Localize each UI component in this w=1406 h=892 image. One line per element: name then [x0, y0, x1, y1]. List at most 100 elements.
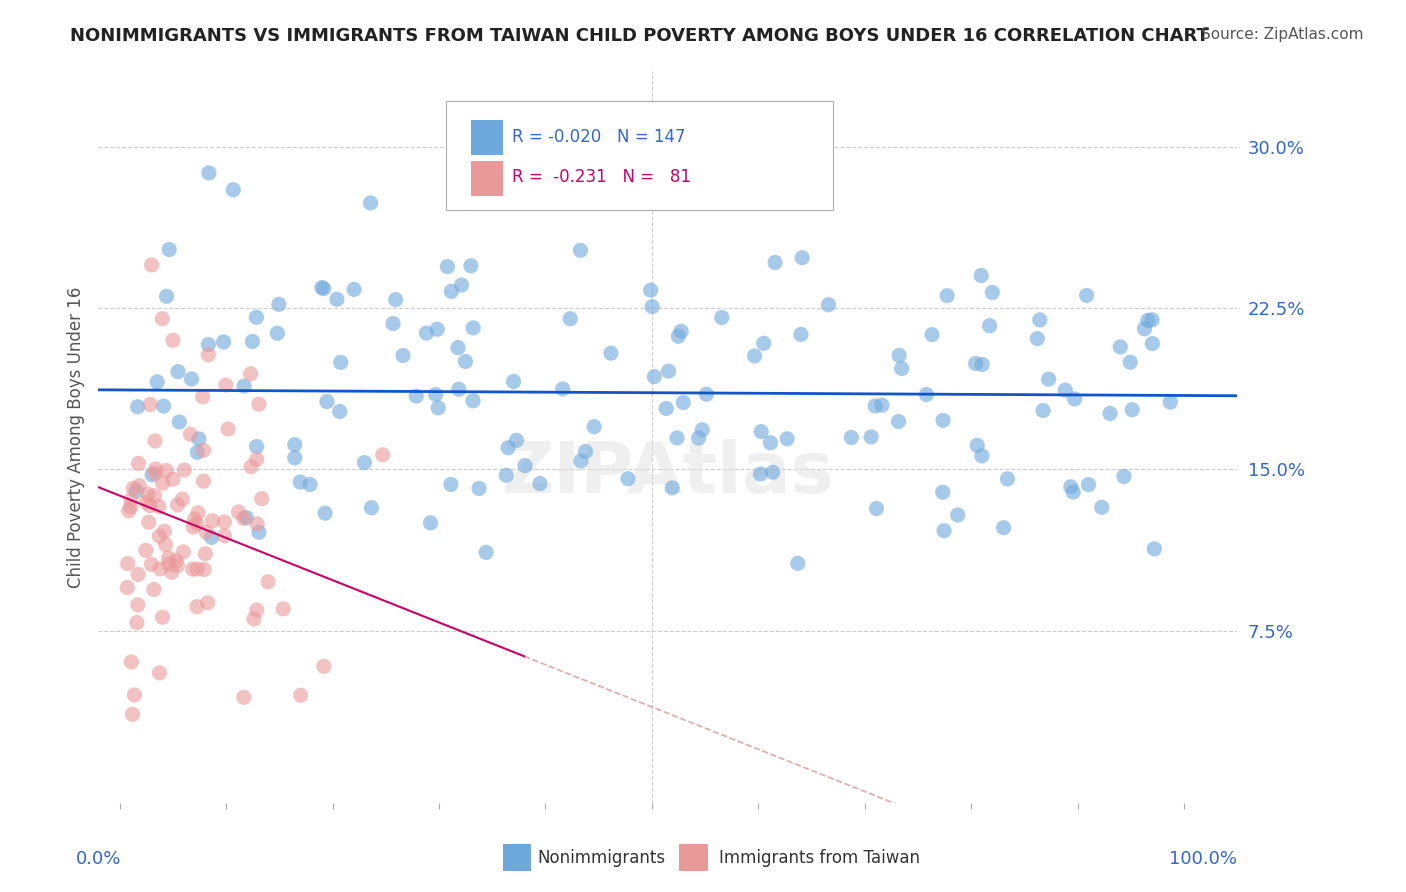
Point: [946, 508, 969, 522]
Point: [148, 665, 170, 680]
Point: [152, 399, 174, 413]
Point: [117, 581, 139, 595]
Point: [641, 300, 664, 314]
Point: [200, 530, 222, 544]
Point: [529, 476, 551, 491]
Point: [235, 510, 257, 524]
Text: NONIMMIGRANTS VS IMMIGRANTS FROM TAIWAN CHILD POVERTY AMONG BOYS UNDER 16 CORREL: NONIMMIGRANTS VS IMMIGRANTS FROM TAIWAN …: [70, 27, 1209, 45]
Text: R = -0.020   N = 147: R = -0.020 N = 147: [512, 128, 685, 146]
Point: [655, 401, 678, 416]
Point: [860, 430, 883, 444]
Point: [183, 512, 205, 526]
Point: [187, 432, 209, 446]
Point: [232, 511, 254, 525]
Point: [145, 462, 167, 476]
Point: [921, 327, 943, 342]
Point: [222, 183, 245, 197]
Point: [153, 524, 176, 539]
Point: [143, 489, 166, 503]
Point: [371, 448, 394, 462]
Point: [979, 318, 1001, 333]
Point: [1063, 392, 1085, 406]
Point: [117, 557, 139, 571]
Point: [195, 524, 218, 539]
Point: [172, 545, 194, 559]
Point: [141, 258, 163, 272]
Point: [149, 562, 172, 576]
Point: [233, 379, 256, 393]
Point: [841, 430, 863, 444]
Point: [245, 452, 267, 467]
Point: [790, 327, 813, 342]
Point: [392, 348, 415, 362]
Point: [447, 341, 470, 355]
Point: [142, 582, 165, 597]
Point: [120, 492, 142, 507]
Point: [382, 317, 405, 331]
Point: [127, 567, 149, 582]
Point: [246, 516, 269, 531]
Point: [169, 415, 191, 429]
Point: [475, 545, 498, 559]
Point: [560, 311, 582, 326]
Point: [180, 372, 202, 386]
Point: [502, 375, 524, 389]
Point: [468, 482, 491, 496]
Point: [915, 387, 938, 401]
Point: [932, 524, 955, 538]
Point: [157, 243, 180, 257]
Point: [436, 260, 458, 274]
Point: [120, 500, 142, 514]
Point: [127, 457, 149, 471]
Point: [1032, 403, 1054, 417]
Point: [690, 423, 713, 437]
Point: [141, 558, 163, 572]
Point: [970, 268, 993, 283]
Point: [150, 311, 173, 326]
Point: [1091, 500, 1114, 515]
Point: [425, 387, 447, 401]
Point: [972, 358, 994, 372]
Point: [496, 441, 519, 455]
Point: [121, 707, 143, 722]
Text: R =  -0.231   N =   81: R = -0.231 N = 81: [512, 169, 690, 186]
Text: 100.0%: 100.0%: [1170, 850, 1237, 868]
Point: [143, 467, 166, 481]
Point: [415, 326, 437, 340]
Point: [152, 610, 174, 624]
Point: [666, 431, 689, 445]
Point: [1112, 469, 1135, 483]
Point: [752, 336, 775, 351]
Point: [454, 354, 477, 368]
Point: [160, 565, 183, 579]
Point: [749, 425, 772, 439]
Point: [186, 562, 208, 576]
Point: [360, 500, 382, 515]
Point: [1143, 541, 1166, 556]
Point: [513, 458, 536, 473]
Point: [173, 463, 195, 477]
Point: [744, 349, 766, 363]
Point: [217, 422, 239, 436]
Point: [360, 196, 382, 211]
Point: [201, 514, 224, 528]
Point: [657, 364, 679, 378]
Point: [1054, 383, 1077, 397]
Point: [148, 529, 170, 543]
FancyBboxPatch shape: [471, 161, 503, 195]
Point: [569, 244, 592, 258]
Point: [981, 285, 1004, 300]
Point: [257, 574, 280, 589]
Point: [427, 401, 450, 415]
Point: [1142, 336, 1164, 351]
Point: [817, 298, 839, 312]
Point: [246, 440, 269, 454]
Point: [312, 659, 335, 673]
Point: [146, 375, 169, 389]
Point: [329, 404, 352, 418]
Point: [198, 166, 221, 180]
Point: [863, 399, 886, 413]
Point: [440, 285, 463, 299]
Point: [505, 434, 527, 448]
Point: [162, 472, 184, 486]
